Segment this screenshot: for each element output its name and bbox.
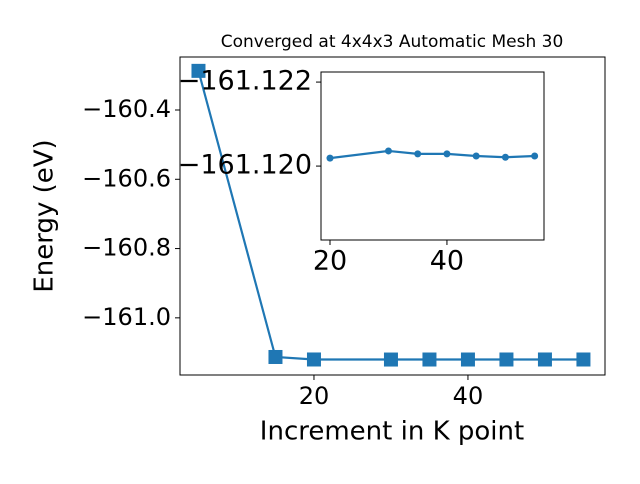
marker (268, 349, 283, 364)
chart-title: Converged at 4x4x3 Automatic Mesh 30 (221, 32, 564, 52)
marker (531, 152, 539, 160)
x-tick-label: 20 (313, 246, 347, 277)
marker (306, 352, 321, 367)
marker (191, 63, 206, 78)
marker (326, 154, 334, 162)
y-tick-label: −160.6 (82, 164, 171, 192)
marker (537, 352, 552, 367)
marker (422, 352, 437, 367)
marker (576, 352, 591, 367)
x-axis-label: Increment in K point (260, 417, 524, 447)
marker (383, 352, 398, 367)
y-axis-label: Energy (eV) (30, 139, 60, 292)
y-tick-label: −160.4 (82, 95, 171, 123)
x-tick-label: 40 (453, 382, 484, 410)
marker (443, 150, 451, 158)
x-tick-label: 20 (299, 382, 330, 410)
marker (499, 352, 514, 367)
marker (501, 153, 509, 161)
marker (472, 152, 480, 160)
y-tick-label: −161.0 (82, 303, 171, 331)
y-tick-label: −160.8 (82, 234, 171, 262)
x-tick-label: 40 (430, 246, 464, 277)
y-tick-label: −161.120 (178, 150, 312, 181)
marker (414, 150, 422, 158)
y-tick-label: −161.122 (178, 66, 312, 97)
marker (460, 352, 475, 367)
marker (384, 147, 392, 155)
